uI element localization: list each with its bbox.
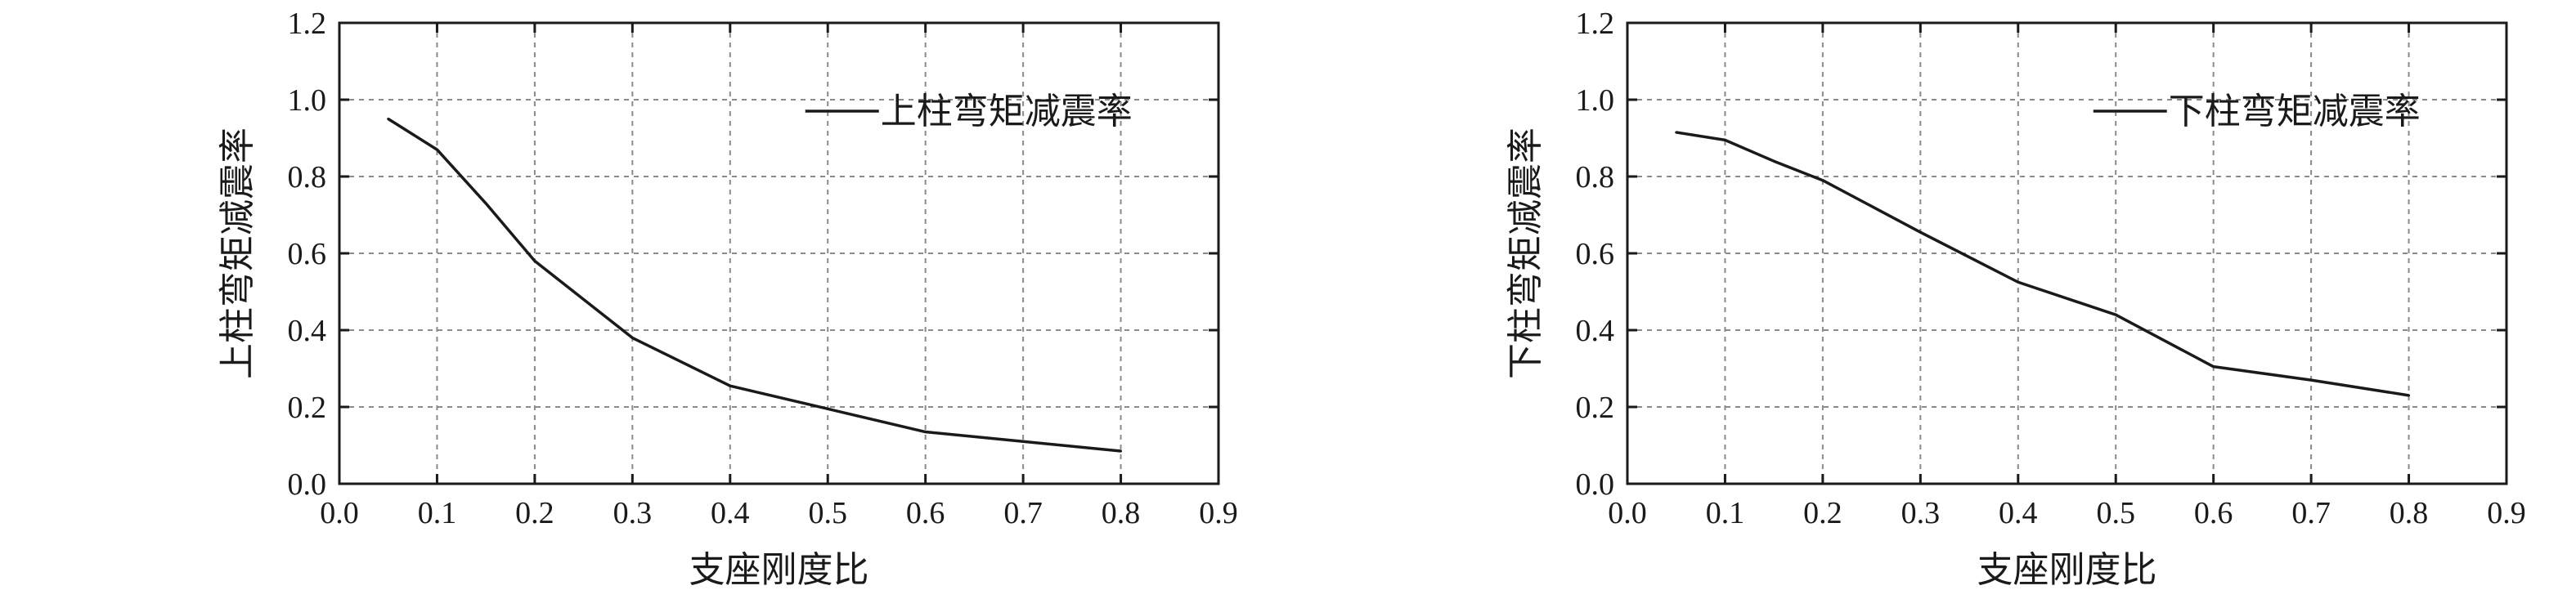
lower-column-x-tick-label: 0.8 (2390, 496, 2429, 530)
upper-column-x-tick-label: 0.2 (515, 496, 554, 530)
lower-column-x-tick-label: 0.5 (2096, 496, 2135, 530)
upper-column-x-axis-title: 支座刚度比 (689, 550, 869, 590)
lower-column-x-tick-label: 0.7 (2291, 496, 2331, 530)
upper-column-x-tick-label: 0.9 (1199, 496, 1238, 530)
lower-column-data-point (2309, 378, 2313, 382)
lower-column-y-tick-label: 0.4 (1576, 314, 1615, 348)
chart-lower-column-svg: 0.0 0.1 0.2 0.3 0.4 0.5 0.6 0.7 0.8 0.9 0.0 0.2 0.4 0… (1506, 7, 2526, 590)
upper-column-legend-label: 上柱弯矩减震率 (881, 92, 1133, 132)
upper-column-data-point (924, 431, 927, 434)
lower-column-y-axis-title: 下柱弯矩减震率 (1506, 127, 1546, 379)
upper-column-y-tick-label: 0.0 (288, 467, 327, 502)
lower-column-x-tick-label: 0.9 (2487, 496, 2526, 530)
chart-upper-column: 0.0 0.1 0.2 0.3 0.4 0.5 0.6 0.7 0.8 0.9 0.0 0.2 0.4 0… (218, 7, 1238, 590)
upper-column-data-point (631, 336, 634, 339)
lower-column-data-point (2017, 280, 2020, 284)
lower-column-data-point (1723, 138, 1726, 141)
upper-column-x-tick-label: 0.5 (808, 496, 847, 530)
upper-column-y-tick-label: 0.4 (288, 314, 327, 348)
lower-column-y-tick-label: 1.2 (1576, 7, 1615, 41)
upper-column-series-line (387, 118, 1121, 453)
upper-column-y-tick-label: 0.6 (288, 237, 327, 271)
lower-column-y-tick-label: 1.0 (1576, 83, 1615, 118)
upper-column-data-point (387, 118, 390, 120)
lower-column-x-tick-label: 0.6 (2194, 496, 2233, 530)
upper-column-x-tick-label: 0.8 (1102, 496, 1141, 530)
lower-column-x-tick-label: 0.2 (1803, 496, 1842, 530)
upper-column-x-tick-label: 0.1 (418, 496, 457, 530)
upper-column-y-tick-label: 0.8 (288, 160, 327, 194)
lower-column-grid (1627, 23, 2506, 484)
lower-column-data-point (1675, 131, 1678, 134)
upper-column-x-tick-label: 0.0 (320, 496, 359, 530)
lower-column-data-point (2212, 365, 2215, 369)
upper-column-data-point (1120, 449, 1123, 453)
upper-column-x-tick-label: 0.7 (1003, 496, 1043, 530)
lower-column-data-point (2114, 313, 2117, 316)
upper-column-y-axis-title: 上柱弯矩减震率 (218, 127, 258, 379)
lower-column-x-tick-label: 0.3 (1901, 496, 1941, 530)
upper-column-data-point (1021, 440, 1025, 443)
lower-column-x-tick-label: 0.1 (1706, 496, 1745, 530)
lower-column-data-point (1919, 230, 1922, 234)
upper-column-y-tick-label: 1.2 (288, 7, 327, 41)
upper-column-data-point (533, 259, 536, 262)
lower-column-x-tick-label: 0.4 (1999, 496, 2038, 530)
lower-column-y-tick-label: 0.2 (1576, 391, 1615, 425)
chart-upper-column-svg: 0.0 0.1 0.2 0.3 0.4 0.5 0.6 0.7 0.8 0.9 0.0 0.2 0.4 0… (218, 7, 1238, 590)
lower-column-legend-label: 下柱弯矩减震率 (2169, 92, 2421, 132)
upper-column-y-tick-label: 0.2 (288, 391, 327, 425)
upper-column-x-tick-label: 0.3 (613, 496, 653, 530)
lower-column-data-point (2408, 394, 2411, 397)
lower-column-y-tick-label: 0.0 (1576, 467, 1615, 502)
upper-column-data-point (729, 384, 732, 387)
chart-lower-column: 0.0 0.1 0.2 0.3 0.4 0.5 0.6 0.7 0.8 0.9 0.0 0.2 0.4 0… (1288, 0, 2576, 590)
upper-column-data-point (826, 407, 829, 410)
upper-column-grid (339, 23, 1218, 484)
upper-column-data-point (484, 202, 487, 205)
upper-column-data-point (435, 148, 438, 151)
upper-column-x-tick-label: 0.6 (906, 496, 945, 530)
lower-column-x-tick-label: 0.0 (1608, 496, 1647, 530)
lower-column-y-tick-label: 0.8 (1576, 160, 1615, 194)
upper-column-x-tick-label: 0.4 (711, 496, 750, 530)
lower-column-data-point (1772, 159, 1775, 163)
lower-column-y-tick-label: 0.6 (1576, 237, 1615, 271)
lower-column-series-line (1676, 131, 2409, 397)
upper-column-y-tick-label: 1.0 (288, 83, 327, 118)
lower-column-x-axis-title: 支座刚度比 (1977, 550, 2157, 590)
lower-column-data-point (1821, 179, 1824, 182)
